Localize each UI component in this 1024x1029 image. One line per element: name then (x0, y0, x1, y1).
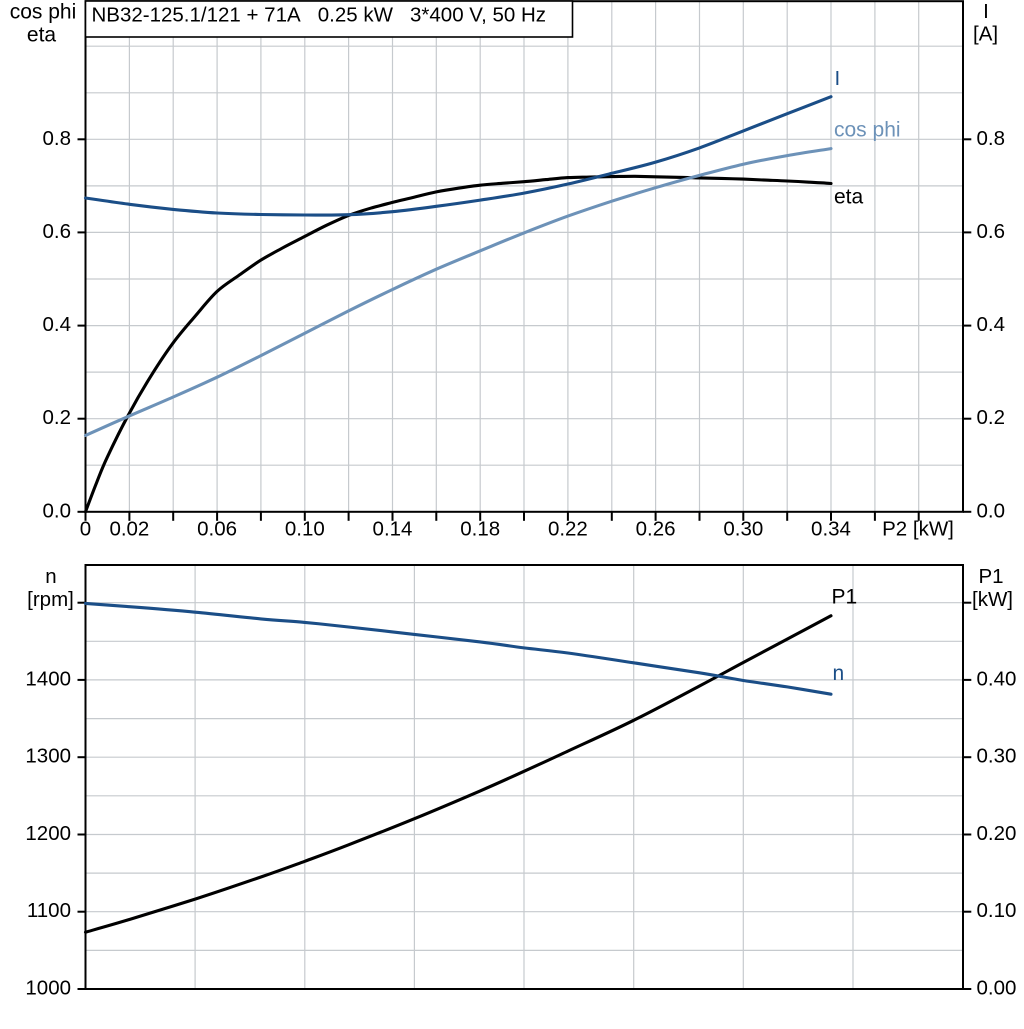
svg-text:0.02: 0.02 (109, 518, 149, 541)
svg-text:0.4: 0.4 (977, 313, 1006, 336)
svg-text:0.2: 0.2 (977, 406, 1006, 429)
svg-text:0.8: 0.8 (977, 127, 1006, 150)
svg-text:0.20: 0.20 (977, 822, 1017, 845)
svg-text:cos phi: cos phi (834, 119, 901, 142)
svg-text:0.40: 0.40 (977, 667, 1017, 690)
svg-text:eta: eta (834, 186, 864, 209)
svg-text:P1: P1 (978, 565, 1003, 588)
svg-text:0.10: 0.10 (285, 518, 325, 541)
svg-text:0.6: 0.6 (43, 220, 72, 243)
svg-text:n: n (833, 662, 845, 685)
svg-text:1300: 1300 (25, 745, 71, 768)
svg-text:1400: 1400 (25, 667, 71, 690)
svg-text:0.18: 0.18 (460, 518, 500, 541)
svg-text:0.30: 0.30 (723, 518, 763, 541)
svg-text:1000: 1000 (25, 977, 71, 1000)
svg-text:cos phi: cos phi (10, 1, 77, 24)
svg-text:0.22: 0.22 (548, 518, 588, 541)
svg-text:1200: 1200 (25, 822, 71, 845)
svg-text:0.6: 0.6 (977, 220, 1006, 243)
svg-text:0.30: 0.30 (977, 745, 1017, 768)
svg-text:0.10: 0.10 (977, 899, 1017, 922)
svg-text:1100: 1100 (27, 899, 71, 922)
svg-text:0.06: 0.06 (197, 518, 237, 541)
svg-text:n: n (45, 565, 56, 588)
svg-text:eta: eta (27, 24, 57, 47)
svg-text:I: I (983, 0, 989, 23)
svg-text:0: 0 (80, 518, 91, 541)
svg-text:[rpm]: [rpm] (27, 588, 74, 611)
svg-text:0.34: 0.34 (811, 518, 851, 541)
svg-text:0.0: 0.0 (977, 499, 1006, 522)
svg-text:0.14: 0.14 (373, 518, 413, 541)
svg-text:[A]: [A] (973, 23, 998, 46)
svg-text:0.0: 0.0 (43, 499, 72, 522)
svg-text:[kW]: [kW] (972, 588, 1013, 611)
svg-text:0.2: 0.2 (43, 406, 72, 429)
svg-text:0.4: 0.4 (43, 313, 72, 336)
svg-text:I: I (835, 67, 841, 90)
svg-text:0.8: 0.8 (43, 127, 72, 150)
svg-text:0.00: 0.00 (977, 977, 1017, 1000)
svg-text:NB32-125.1/121 + 71A 0.25 kW: NB32-125.1/121 + 71A 0.25 kW 3*400 V, 50… (92, 4, 547, 27)
svg-text:P2 [kW]: P2 [kW] (882, 518, 954, 541)
svg-text:0.26: 0.26 (636, 518, 676, 541)
svg-text:P1: P1 (832, 586, 858, 609)
